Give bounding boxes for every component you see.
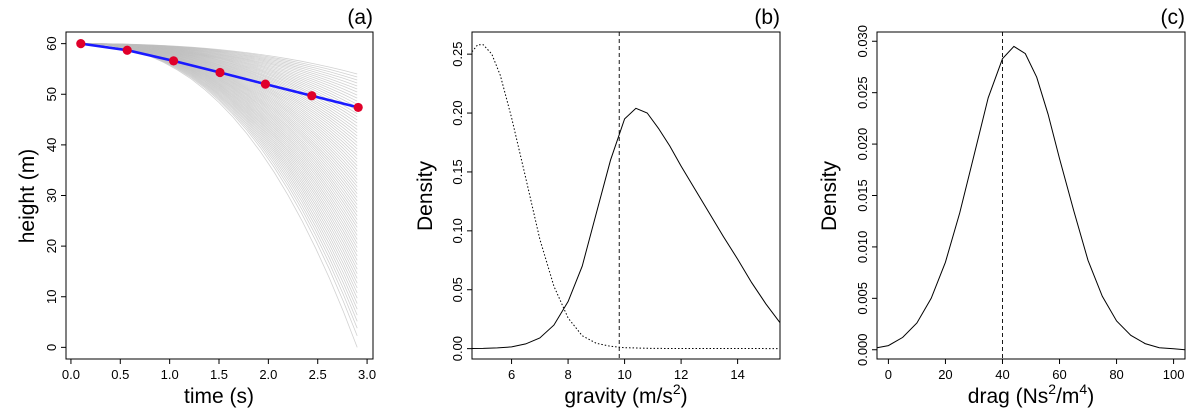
x-tick-label: 8 (564, 367, 571, 382)
x-tick-label: 3.0 (358, 367, 376, 382)
posterior-density-curve (471, 107, 781, 349)
observed-point (307, 91, 317, 101)
simulation-line (80, 43, 358, 75)
y-tick-label: 0.010 (855, 231, 870, 264)
y-tick-label: 0.10 (450, 218, 465, 243)
y-tick-label: 60 (44, 36, 59, 50)
y-tick-label: 0.020 (855, 128, 870, 161)
y-tick-label: 0.005 (855, 282, 870, 315)
x-tick-label: 40 (995, 367, 1009, 382)
x-tick-label: 12 (674, 367, 688, 382)
y-tick-label: 0.00 (450, 336, 465, 361)
y-axis: 0 10 20 30 40 50 60 (44, 36, 66, 351)
observed-point (122, 45, 132, 55)
observed-point (168, 56, 179, 66)
observed-point (260, 79, 271, 89)
y-tick-label: 0.15 (450, 159, 465, 184)
panel-c: 0 20 40 60 80 100 0.0000.0050.0100.0150.0200.… (818, 6, 1186, 408)
y-axis: 0.000 0.005 0.010 0.015 0.020 0.025 0.030 (855, 25, 877, 366)
observed-points (76, 39, 363, 113)
x-tick-label: 1.0 (161, 367, 179, 382)
panel-a: 0.0 0.5 1.0 1.5 2.0 2.5 3.0 0 10 20 30 40 50 60 time… (16, 6, 376, 408)
observed-point (76, 39, 86, 49)
x-axis-label-superscript: 2 (1048, 381, 1056, 397)
panel-b: 6 8 10 12 14 0.00 0.05 0.10 0.15 0.20 0.25 gravit… (414, 6, 781, 408)
y-tick-label: 0.25 (450, 41, 465, 66)
x-tick-label: 6 (508, 367, 515, 382)
observed-point (353, 102, 363, 113)
y-tick-label: 0.20 (450, 100, 465, 125)
y-axis: 0.00 0.05 0.10 0.15 0.20 0.25 (450, 41, 472, 361)
panel-label: (b) (754, 6, 780, 29)
prior-density-curve (471, 44, 781, 350)
x-tick-label: 1.5 (210, 367, 228, 382)
x-tick-label: 0.0 (62, 367, 80, 382)
y-tick-label: 0.000 (855, 333, 870, 366)
posterior-density-curve (876, 45, 1186, 351)
y-tick-label: 0.030 (855, 25, 870, 58)
x-axis-label-superscript: 2 (673, 381, 681, 397)
y-tick-label: 0 (44, 344, 59, 351)
density-curves (471, 44, 781, 350)
y-tick-label: 20 (44, 239, 59, 253)
x-tick-label: 2.5 (309, 367, 327, 382)
y-tick-label: 10 (44, 290, 59, 304)
observed-point (215, 67, 225, 78)
y-tick-label: 0.025 (855, 76, 870, 109)
y-tick-label: 50 (44, 87, 59, 101)
x-tick-label: 100 (1163, 367, 1185, 382)
x-tick-label: 60 (1052, 367, 1066, 382)
y-tick-label: 0.015 (855, 179, 870, 212)
x-tick-label: 0.5 (111, 367, 129, 382)
x-tick-label: 20 (938, 367, 952, 382)
plot-frame (876, 31, 1186, 360)
x-axis-label: time (s) (184, 385, 254, 408)
x-axis: 0 20 40 60 80 100 (885, 359, 1185, 382)
x-tick-label: 0 (885, 367, 892, 382)
panel-label: (a) (347, 6, 373, 29)
y-axis-label: Density (414, 160, 437, 231)
x-tick-label: 2.0 (259, 367, 277, 382)
y-tick-label: 0.05 (450, 277, 465, 302)
x-axis-label: drag (Ns2/m4) (968, 381, 1094, 408)
y-tick-label: 40 (44, 138, 59, 152)
x-tick-label: 14 (730, 367, 744, 382)
x-tick-label: 10 (617, 367, 631, 382)
simulation-trajectories (80, 43, 358, 348)
density-curves (876, 45, 1186, 351)
x-axis: 0.0 0.5 1.0 1.5 2.0 2.5 3.0 (62, 359, 376, 382)
x-axis-label: gravity (m/s2) (564, 381, 687, 408)
y-axis-label: Density (818, 160, 841, 231)
x-tick-label: 80 (1109, 367, 1123, 382)
panel-label: (c) (1161, 6, 1186, 29)
x-axis-label-superscript: 4 (1079, 381, 1087, 397)
x-axis: 6 8 10 12 14 (508, 359, 745, 382)
plot-frame (471, 31, 781, 360)
y-tick-label: 30 (44, 188, 59, 202)
y-axis-label: height (m) (16, 149, 39, 244)
